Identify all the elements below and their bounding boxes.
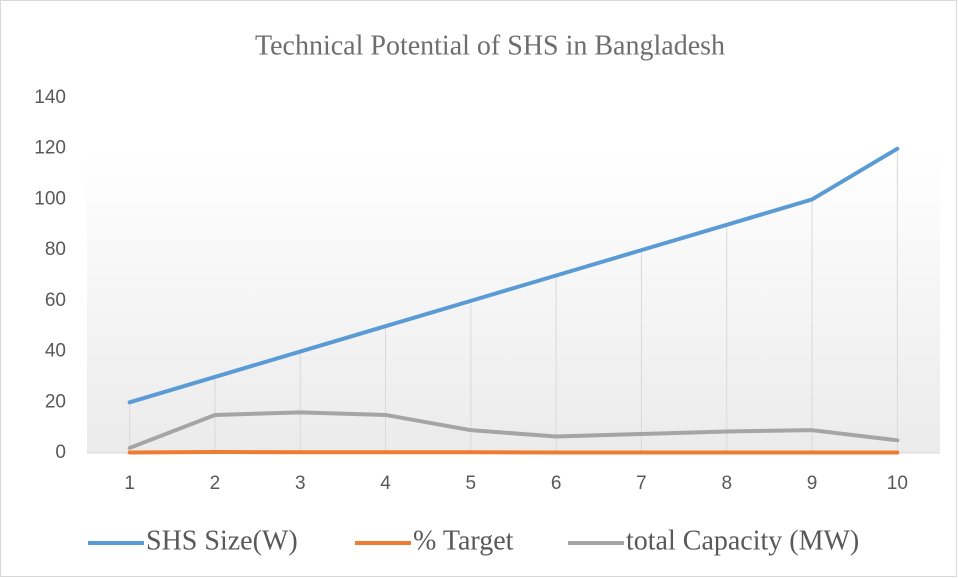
x-tick-label: 2 [210, 473, 221, 494]
legend-label: % Target [413, 525, 514, 556]
y-tick-label: 80 [45, 239, 66, 260]
y-tick-label: 0 [55, 442, 66, 463]
x-tick-label: 5 [466, 473, 477, 494]
y-tick-label: 40 [45, 341, 66, 362]
series-line [127, 449, 900, 455]
y-tick-label: 60 [45, 290, 66, 311]
y-tick-label: 120 [34, 138, 66, 159]
y-tick-label: 20 [45, 391, 66, 412]
x-tick-label: 3 [295, 473, 306, 494]
x-tick-label: 1 [124, 473, 135, 494]
legend-label: total Capacity (MW) [626, 525, 859, 556]
y-tick-label: 100 [34, 188, 66, 209]
chart-title: Technical Potential of SHS in Bangladesh [255, 30, 725, 61]
series-line [127, 410, 900, 450]
x-tick-label: 9 [807, 473, 818, 494]
x-tick-label: 7 [636, 473, 647, 494]
y-tick-label: 140 [34, 87, 66, 108]
x-tick-label: 8 [721, 473, 732, 494]
plot-area [87, 148, 940, 453]
x-tick-label: 6 [551, 473, 562, 494]
legend-label: SHS Size(W) [146, 525, 298, 556]
x-tick-label: 10 [887, 473, 908, 494]
series-line [127, 146, 900, 405]
x-tick-label: 4 [380, 473, 391, 494]
